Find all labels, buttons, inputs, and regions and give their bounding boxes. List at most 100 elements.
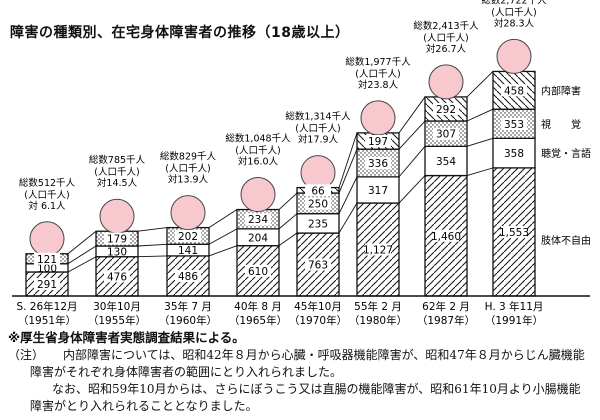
bar-value-label: 292	[436, 104, 456, 116]
bar-value-label: 763	[308, 260, 328, 272]
note-line-2: 障害がそれぞれ身体障害者の範囲にとり入れられました。	[30, 365, 343, 379]
figure-head-circle	[170, 195, 206, 231]
legend-label: 聴覚・言語	[541, 147, 591, 160]
rate-label-line2: 対26.7人	[426, 43, 467, 55]
connector-line	[67, 256, 97, 273]
figure-head-circle	[496, 38, 532, 74]
label-bg	[245, 264, 271, 277]
label-bg	[305, 197, 331, 210]
label-bg	[34, 252, 60, 265]
chart-title: 障害の種類別、在宅身体障害者の推移（18歳以上）	[10, 25, 350, 41]
figure-head-circle	[99, 198, 135, 234]
connector-line	[466, 71, 494, 98]
x-tick-year-label: （1955年）	[88, 314, 146, 327]
connector-line	[398, 175, 426, 204]
bar-value-label: 100	[37, 263, 57, 275]
label-bg	[175, 269, 201, 282]
label-bg	[365, 243, 391, 256]
bar-value-label: 202	[178, 231, 198, 243]
figure-head-circle	[360, 100, 396, 136]
connector-line	[466, 167, 494, 176]
label-bg	[433, 127, 459, 140]
rate-label-line2: 対16.0人	[238, 156, 279, 168]
connector-line	[208, 228, 238, 245]
label-bg	[104, 232, 130, 245]
total-label: 総数1,977千人	[345, 56, 411, 68]
x-tick-year-label: （1970年）	[289, 314, 347, 327]
connector-line	[67, 230, 97, 255]
rate-label-line1: (人口千人)	[355, 69, 400, 80]
bar-value-label: 66	[311, 185, 325, 197]
bar-value-label: 235	[308, 218, 328, 230]
connector-line	[278, 213, 298, 230]
note-line-1: 内部障害については、昭和42年８月から心臓・呼吸器機能障害が、昭和47年８月から…	[63, 348, 585, 362]
rate-label-line1: (人口千人)	[94, 167, 139, 178]
rate-label-line2: 対13.9人	[168, 174, 209, 186]
legend-label: 視 覚	[541, 118, 581, 131]
bar-value-label: 291	[37, 279, 57, 291]
total-label: 総数829千人	[160, 151, 217, 163]
bar-value-label: 1,127	[363, 245, 393, 257]
bar-value-label: 353	[504, 119, 524, 131]
x-tick-year-label: （1960年）	[159, 314, 217, 327]
legend-label: 内部障害	[541, 84, 581, 97]
connector-line	[338, 176, 358, 214]
bar-value-label: 458	[504, 85, 524, 97]
bar-value-label: 234	[248, 214, 268, 226]
total-label: 総数2,722千人	[481, 0, 547, 6]
x-tick-label: 40年 8 月	[234, 300, 282, 313]
rate-label-line2: 対 6.1人	[28, 200, 66, 212]
bar-value-label: 486	[178, 271, 198, 283]
x-tick-year-label: （1991年）	[485, 314, 543, 327]
total-label: 総数1,048千人	[225, 133, 291, 145]
rate-label-line1: (人口千人)	[423, 33, 468, 44]
figure-head-circle	[240, 177, 276, 213]
bar-value-label: 307	[436, 129, 456, 141]
connector-line	[278, 232, 298, 247]
footnotes: （注） 内部障害については、昭和42年８月から心臓・呼吸器機能障害が、昭和47年…	[8, 347, 598, 415]
x-tick-label: 35年 7 月	[164, 300, 212, 313]
bar-value-label: 130	[107, 246, 127, 258]
x-tick-label: H. 3 年11月	[485, 300, 544, 313]
rate-label-line2: 対17.9人	[298, 134, 339, 146]
connector-line	[208, 209, 238, 228]
note-mark: （注）	[8, 348, 45, 362]
figure-head-circle	[428, 64, 464, 100]
bar-value-label: 358	[504, 148, 524, 160]
connector-line	[398, 146, 426, 178]
label-bg	[34, 277, 60, 290]
legend-label: 肢体不自由	[541, 234, 591, 247]
label-bg	[365, 135, 391, 148]
bar-value-label: 354	[436, 156, 456, 168]
label-bg	[104, 270, 130, 283]
connector-line	[398, 96, 426, 134]
connector-line	[338, 202, 358, 234]
x-tick-year-label: （1987年）	[417, 314, 475, 327]
bar-segment	[356, 176, 400, 204]
bar-segment	[492, 137, 536, 169]
connector-line	[137, 227, 168, 232]
rate-label-line2: 対14.5人	[97, 177, 138, 189]
total-label: 総数512千人	[19, 177, 76, 189]
total-label: 総数785千人	[89, 154, 146, 166]
x-tick-label: 30年10月	[93, 300, 141, 313]
label-bg	[501, 225, 527, 238]
rate-label-line1: (人口千人)	[24, 190, 69, 201]
note-line-4: 障害がとり入れられることとなりました。	[30, 399, 258, 413]
connector-line	[137, 255, 168, 258]
label-bg	[245, 213, 271, 226]
rate-label-line2: 対28.3人	[494, 17, 535, 29]
bar-value-label: 197	[368, 136, 388, 148]
x-tick-label: 45年10月	[294, 300, 342, 313]
x-tick-year-label: （1980年）	[349, 314, 407, 327]
connector-line	[338, 132, 358, 188]
total-label: 総数2,413千人	[413, 20, 479, 32]
bar-value-label: 1,553	[499, 227, 529, 239]
connector-line	[278, 192, 298, 210]
label-bg	[305, 258, 331, 271]
label-bg	[501, 84, 527, 97]
rate-label-line1: (人口千人)	[491, 7, 536, 18]
connector-line	[466, 108, 494, 122]
source-note: ※厚生省身体障害者実態調査結果による。	[8, 330, 245, 345]
figure-head-circle	[29, 221, 65, 257]
